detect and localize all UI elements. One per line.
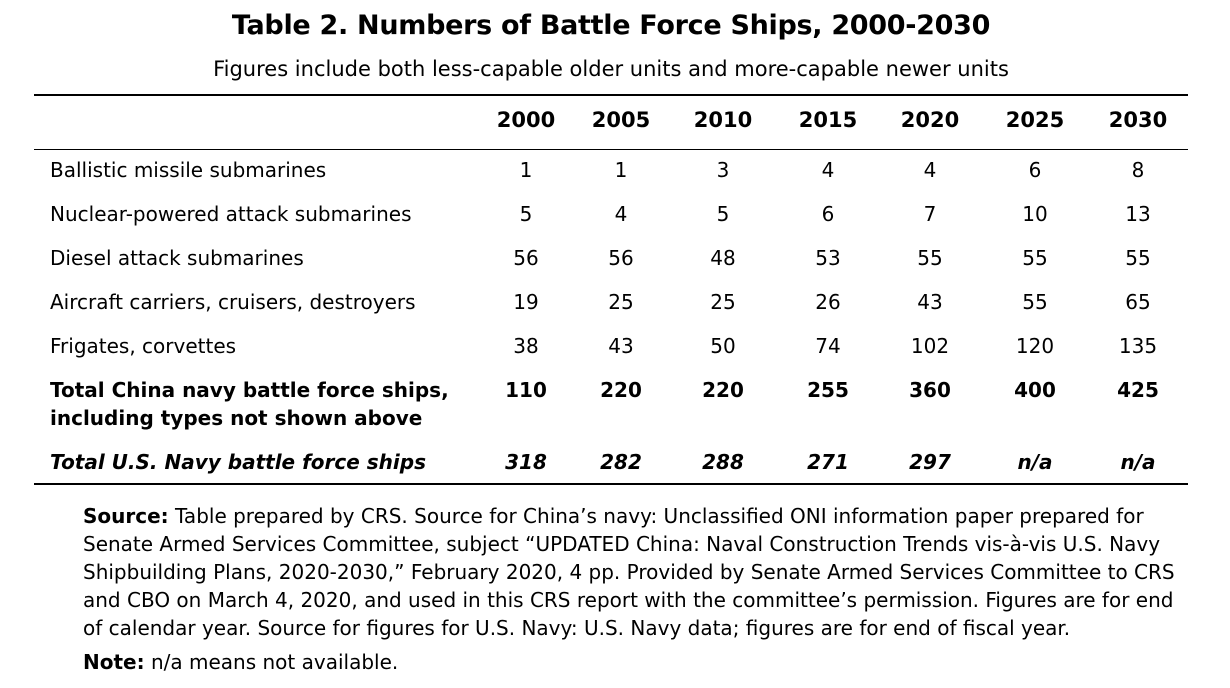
column-header-2010: 2010 (693, 108, 753, 132)
table-cell: 220 (702, 378, 744, 402)
table-cell: 4 (614, 202, 628, 226)
row-label: Frigates, corvettes (50, 334, 237, 358)
total-china-label-line1: Total China navy battle force ships, (50, 378, 449, 402)
table-cell: 13 (1125, 202, 1151, 226)
total-us-label: Total U.S. Navy battle force ships (50, 450, 426, 474)
table-cell: 135 (1118, 334, 1158, 358)
table-cell: 8 (1131, 158, 1145, 182)
table-cell: 1 (519, 158, 533, 182)
table-cell: 6 (821, 202, 835, 226)
table-subtitle: Figures include both less-capable older … (213, 57, 1009, 81)
table-cell: 56 (608, 246, 634, 270)
table-cell: 4 (821, 158, 835, 182)
table-cell: n/a (1120, 450, 1156, 474)
table-title: Table 2. Numbers of Battle Force Ships, … (231, 10, 991, 41)
table-cell: 53 (815, 246, 841, 270)
table-cell: 5 (716, 202, 730, 226)
table-cell: 297 (909, 450, 951, 474)
table-cell: 38 (513, 334, 539, 358)
table-cell: 102 (910, 334, 950, 358)
table-cell: 400 (1014, 378, 1056, 402)
table-cell: 10 (1022, 202, 1048, 226)
table-cell: 55 (917, 246, 943, 270)
column-header-2025: 2025 (1005, 108, 1065, 132)
column-header-2005: 2005 (591, 108, 651, 132)
note: Note: n/a means not available. (83, 648, 1193, 676)
table-cell: 360 (909, 378, 951, 402)
source-note: Source: Table prepared by CRS. Source fo… (83, 502, 1193, 642)
table-cell: 43 (917, 290, 943, 314)
table-cell: 120 (1015, 334, 1055, 358)
top-rule (34, 94, 1188, 96)
row-label: Ballistic missile submarines (50, 158, 327, 182)
source-text: Table prepared by CRS. Source for China’… (83, 504, 1175, 640)
table-cell: 1 (614, 158, 628, 182)
table-cell: 271 (807, 450, 849, 474)
table-cell: 288 (702, 450, 744, 474)
table-cell: 65 (1125, 290, 1151, 314)
table-cell: 110 (505, 378, 547, 402)
table-cell: 55 (1022, 290, 1048, 314)
table-cell: 4 (923, 158, 937, 182)
table-cell: 5 (519, 202, 533, 226)
total-china-label: Total China navy battle force ships, inc… (50, 376, 490, 432)
row-label: Diesel attack submarines (50, 246, 304, 270)
table-cell: 3 (716, 158, 730, 182)
table-cell: 25 (710, 290, 736, 314)
bottom-rule (34, 483, 1188, 485)
column-header-2030: 2030 (1108, 108, 1168, 132)
header-rule (34, 149, 1188, 150)
note-key: Note: (83, 650, 145, 674)
table-cell: 26 (815, 290, 841, 314)
column-header-2015: 2015 (798, 108, 858, 132)
table-cell: 220 (600, 378, 642, 402)
table-cell: 56 (513, 246, 539, 270)
table-cell: n/a (1017, 450, 1053, 474)
table-cell: 19 (513, 290, 539, 314)
total-china-label-line2: including types not shown above (50, 406, 423, 430)
table-cell: 282 (600, 450, 642, 474)
column-header-2000: 2000 (496, 108, 556, 132)
table-cell: 50 (710, 334, 736, 358)
table-cell: 74 (815, 334, 841, 358)
table-cell: 25 (608, 290, 634, 314)
table-cell: 43 (608, 334, 634, 358)
table-cell: 48 (710, 246, 736, 270)
table-cell: 318 (505, 450, 547, 474)
source-key: Source: (83, 504, 169, 528)
table-cell: 7 (923, 202, 937, 226)
column-header-2020: 2020 (900, 108, 960, 132)
table-cell: 6 (1028, 158, 1042, 182)
row-label: Aircraft carriers, cruisers, destroyers (50, 290, 416, 314)
table-cell: 55 (1022, 246, 1048, 270)
table-cell: 425 (1117, 378, 1159, 402)
table-cell: 55 (1125, 246, 1151, 270)
note-text: n/a means not available. (144, 650, 399, 674)
table-cell: 255 (807, 378, 849, 402)
row-label: Nuclear-powered attack submarines (50, 202, 412, 226)
